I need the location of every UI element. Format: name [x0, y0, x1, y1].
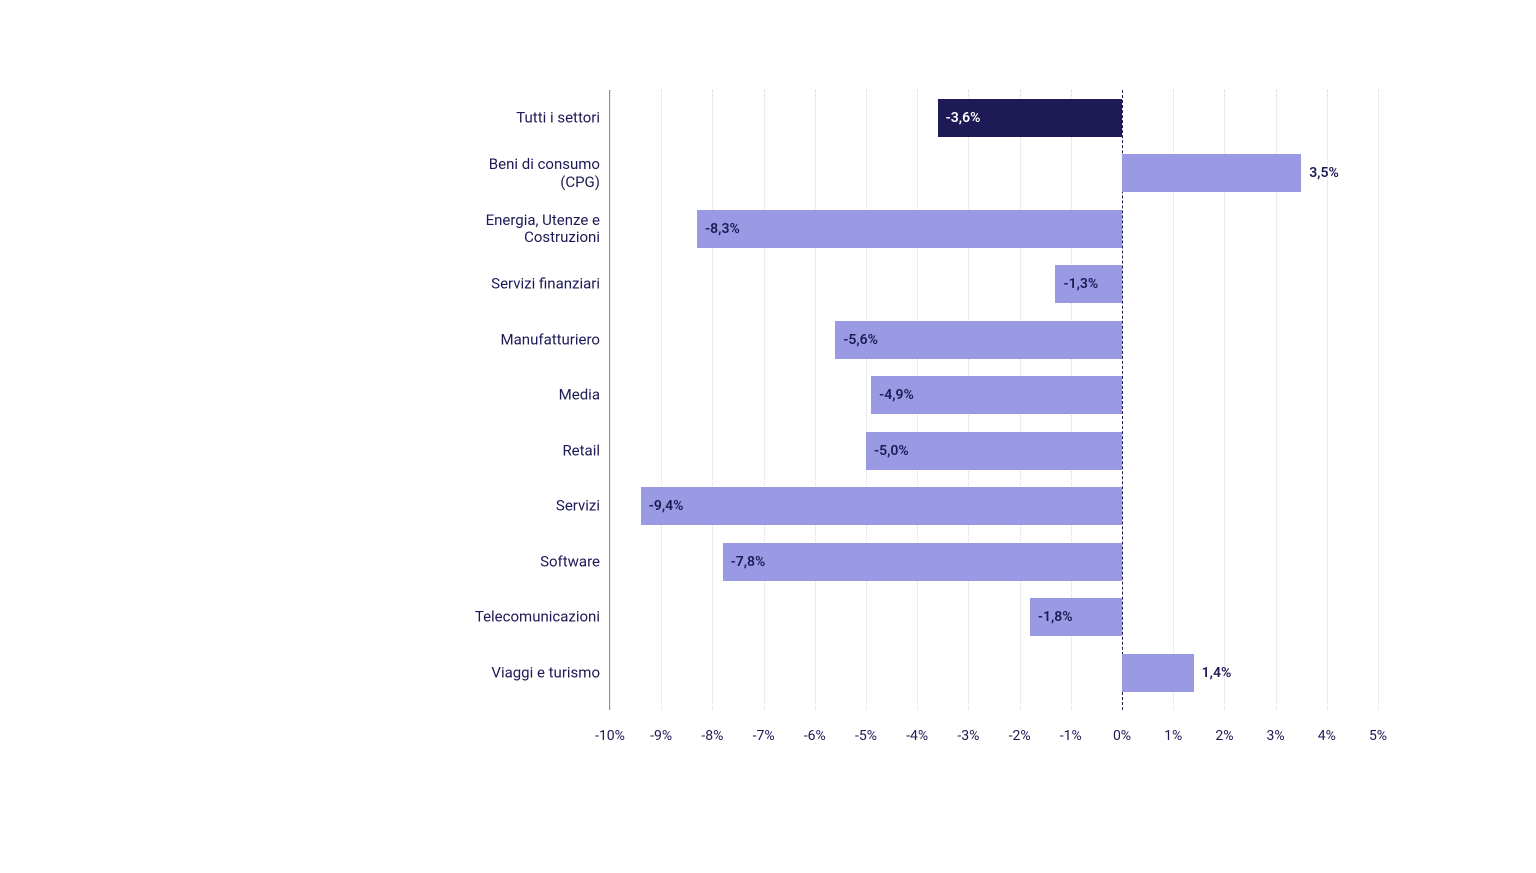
y-axis-line — [609, 90, 610, 710]
y-category-label: Manufatturiero — [420, 331, 600, 348]
x-tick-label: -4% — [906, 728, 928, 744]
y-category-label: Viaggi e turismo — [420, 664, 600, 681]
chart-container: -10% -9% -8% -7% -6% -5% -4% -3% -2% -1% 0% 1% 2% 3% 4… — [0, 0, 1536, 873]
bar-value-label: -5,0% — [874, 443, 909, 459]
x-gridline — [764, 90, 765, 710]
x-tick-label: -2% — [1009, 728, 1031, 744]
x-gridline — [610, 90, 611, 710]
x-tick-label: 4% — [1318, 728, 1336, 744]
bar — [641, 487, 1122, 525]
bar — [1122, 154, 1301, 192]
x-gridline — [661, 90, 662, 710]
x-tick-label: -1% — [1060, 728, 1082, 744]
bar-value-label: -1,8% — [1038, 609, 1073, 625]
bar-value-label: -9,4% — [649, 498, 684, 514]
bar — [835, 321, 1122, 359]
x-tick-label: 5% — [1369, 728, 1387, 744]
x-gridline — [712, 90, 713, 710]
bar-value-label: 1,4% — [1202, 665, 1232, 681]
x-tick-label: -5% — [855, 728, 877, 744]
bar-value-label: -8,3% — [705, 221, 740, 237]
bar-value-label: 3,5% — [1309, 165, 1339, 181]
y-category-label: Servizi finanziari — [420, 276, 600, 293]
x-tick-label: -3% — [957, 728, 979, 744]
bar — [1122, 654, 1194, 692]
y-category-label: Software — [420, 553, 600, 570]
x-tick-label: -7% — [753, 728, 775, 744]
bar-value-label: -7,8% — [731, 554, 766, 570]
plot-area: -10%-9%-8%-7%-6%-5%-4%-3%-2%-1%0%1%2%3%4… — [610, 90, 1378, 710]
bar — [697, 210, 1122, 248]
x-tick-label: 3% — [1267, 728, 1285, 744]
x-tick-label: -9% — [650, 728, 672, 744]
y-category-label: Energia, Utenze eCostruzioni — [420, 212, 600, 247]
x-gridline — [866, 90, 867, 710]
x-tick-label: -8% — [701, 728, 723, 744]
x-tick-label: -6% — [804, 728, 826, 744]
x-tick-label: 0% — [1113, 728, 1131, 744]
x-gridline — [815, 90, 816, 710]
y-category-label: Telecomunicazioni — [420, 609, 600, 626]
x-tick-label: 1% — [1164, 728, 1182, 744]
x-gridline — [1327, 90, 1328, 710]
bar-value-label: -5,6% — [843, 332, 878, 348]
bar — [723, 543, 1122, 581]
y-category-label: Tutti i settori — [420, 109, 600, 126]
y-category-label: Servizi — [420, 498, 600, 515]
x-tick-label: 2% — [1215, 728, 1233, 744]
x-gridline — [1378, 90, 1379, 710]
bar-value-label: -1,3% — [1063, 276, 1098, 292]
bar-value-label: -3,6% — [946, 110, 981, 126]
x-tick-label: -10% — [595, 728, 625, 744]
bar-value-label: -4,9% — [879, 387, 914, 403]
y-category-label: Retail — [420, 442, 600, 459]
y-category-label: Beni di consumo(CPG) — [420, 156, 600, 191]
y-category-label: Media — [420, 387, 600, 404]
